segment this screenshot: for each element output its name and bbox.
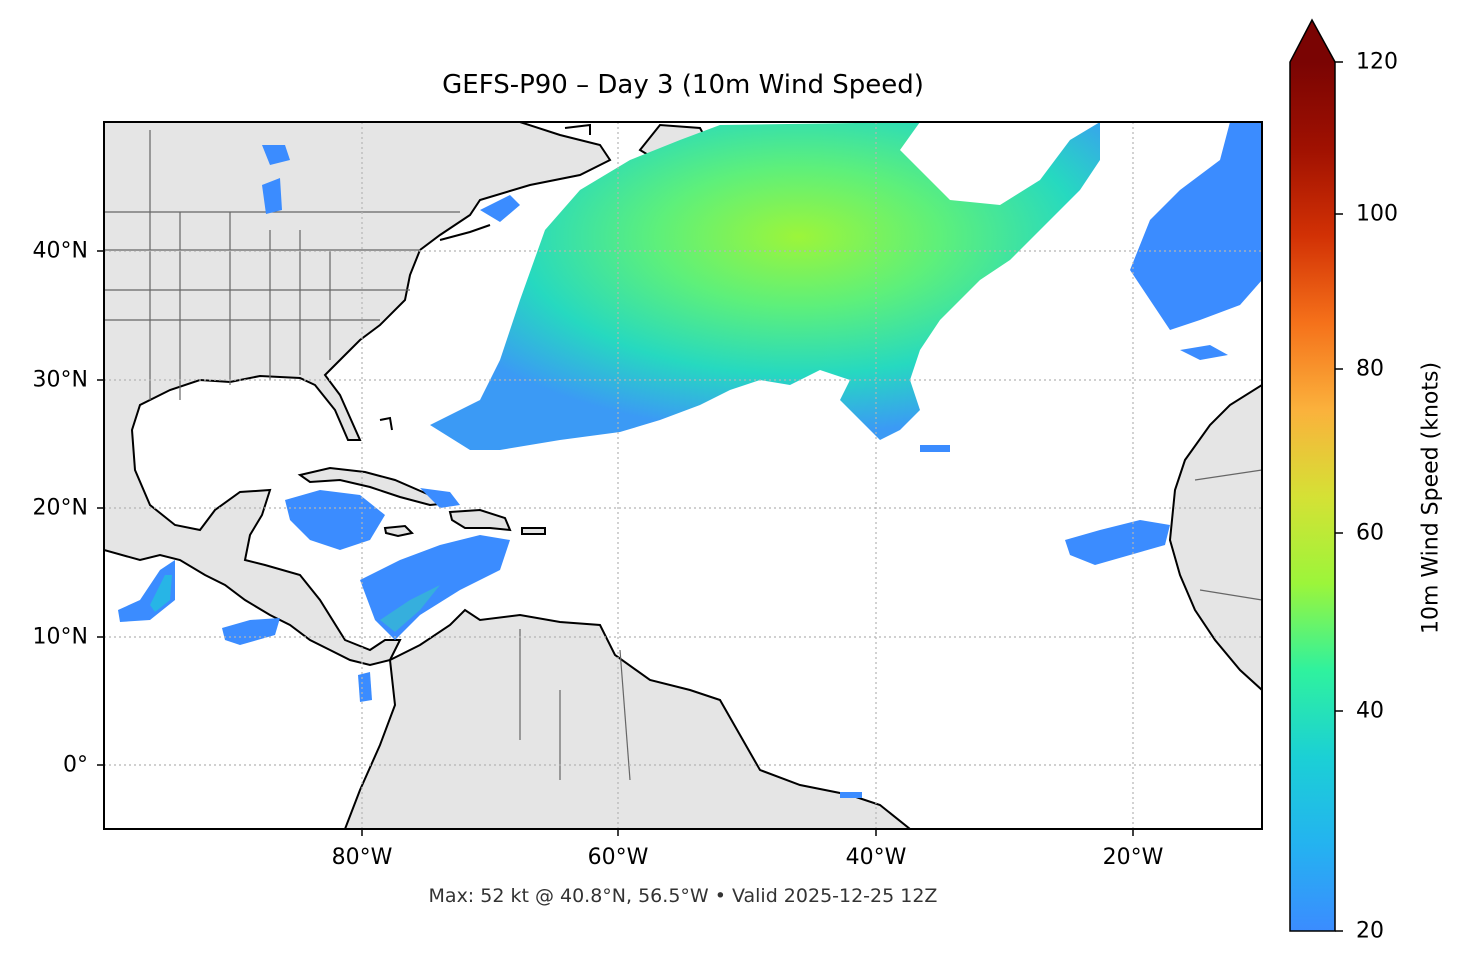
lat-label-30n: 30°N <box>32 367 88 393</box>
wind-swath-pacific-1-core <box>150 575 172 612</box>
colorbar-tick-80: 80 <box>1356 356 1384 382</box>
lat-label-0: 0° <box>63 752 88 778</box>
colorbar-tick-20: 20 <box>1356 918 1384 944</box>
wind-swath-bahamas <box>420 488 460 508</box>
map-title: GEFS-P90 – Day 3 (10m Wind Speed) <box>442 70 924 100</box>
wind-swath-cape-verde <box>1065 520 1170 565</box>
hispaniola-land <box>448 508 512 532</box>
colorbar-tick-60: 60 <box>1356 520 1384 546</box>
lon-label-40w: 40°W <box>845 845 907 870</box>
map-frame <box>103 121 1263 830</box>
wind-swath-great-lakes <box>262 145 290 214</box>
political-borders <box>104 130 1262 781</box>
south-america-land <box>343 608 912 829</box>
wind-swath-azores <box>920 345 1228 452</box>
colorbar-tick-100: 100 <box>1356 201 1398 227</box>
colorbar-tick-40: 40 <box>1356 698 1384 724</box>
max-wind-footer: Max: 52 kt @ 40.8°N, 56.5°W • Valid 2025… <box>428 885 938 907</box>
jamaica-land <box>383 524 415 538</box>
colorbar-extend-arrow <box>1290 20 1335 62</box>
wind-swath-south <box>840 792 862 798</box>
map-area <box>104 122 1262 829</box>
gridlines <box>104 122 1262 829</box>
colorbar <box>1289 18 1343 932</box>
africa-land <box>1168 383 1262 692</box>
colorbar-tick-120: 120 <box>1356 49 1398 75</box>
lat-label-20n: 20°N <box>32 495 88 521</box>
wind-swath-caribbean <box>360 535 510 640</box>
wind-swath-east <box>1130 122 1262 330</box>
wind-field <box>118 122 1262 798</box>
axis-ticks <box>97 250 1134 836</box>
colorbar-label: 10m Wind Speed (knots) <box>1418 361 1444 635</box>
wind-swath-caribbean-inner <box>380 585 440 632</box>
wind-swath-pacific-2 <box>222 618 280 645</box>
colorbar-ticks <box>1335 61 1343 932</box>
wind-swath-gulf-honduras <box>285 490 385 550</box>
lon-label-80w: 80°W <box>331 845 393 870</box>
puerto-rico-land <box>521 527 546 535</box>
wind-swath-main <box>430 122 1100 450</box>
lon-label-60w: 60°W <box>587 845 649 870</box>
lon-label-20w: 20°W <box>1102 845 1164 870</box>
coastlines <box>379 123 591 431</box>
colorbar-gradient <box>1290 62 1335 931</box>
wind-swath-new-england <box>480 195 520 222</box>
lat-label-40n: 40°N <box>32 238 88 264</box>
lat-label-10n: 10°N <box>32 624 88 650</box>
wind-swath-pacific-3 <box>358 672 372 702</box>
